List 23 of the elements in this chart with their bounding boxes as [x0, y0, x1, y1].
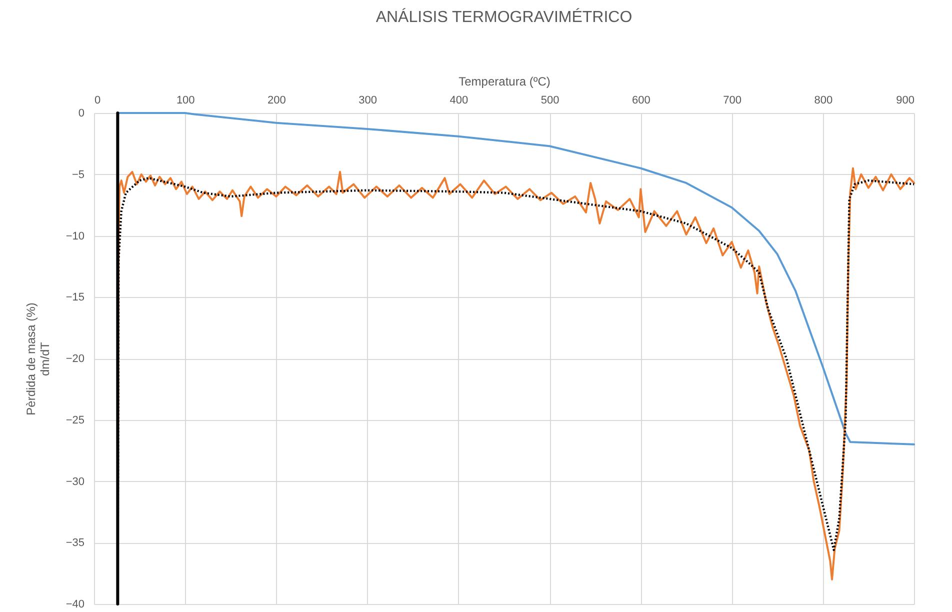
y-tick-label: −35 — [66, 537, 84, 550]
x-tick-label: 800 — [814, 94, 833, 106]
x-tick-label: 100 — [176, 94, 195, 106]
y-tick-label: −10 — [66, 230, 84, 242]
x-tick-label: 700 — [723, 94, 742, 106]
y-tick-label: −15 — [66, 292, 84, 304]
x-tick-label: 900 — [896, 94, 914, 106]
x-tick-label: 600 — [632, 94, 650, 106]
x-tick-label: 0 — [94, 94, 101, 106]
y-tick-label: −20 — [66, 353, 84, 365]
y-tick-label: 0 — [78, 108, 84, 120]
y-tick-label: −5 — [72, 168, 84, 181]
x-tick-label: 400 — [450, 94, 468, 106]
y-axis-title: Pèrdida de masa (%) dm/dT — [24, 302, 52, 416]
chart-title: ANÁLISIS TERMOGRAVIMÉTRICO — [376, 8, 632, 26]
y-tick-label: −25 — [66, 414, 84, 426]
y-tick-label: −30 — [66, 476, 84, 488]
x-axis-title: Temperatura (ºC) — [458, 74, 550, 88]
y-tick-label: −40 — [66, 598, 84, 610]
line-series — [116, 112, 915, 446]
x-tick-label: 200 — [268, 94, 286, 106]
x-tick-label: 300 — [358, 94, 378, 106]
x-tick-label: 500 — [540, 94, 560, 106]
